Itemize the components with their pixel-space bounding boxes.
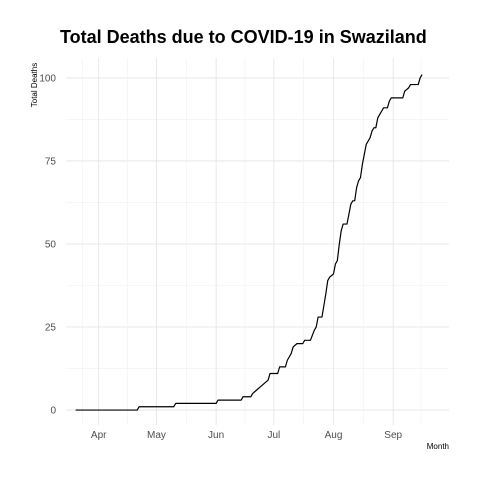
x-tick-label: Sep — [384, 430, 402, 441]
x-tick-label: Jul — [267, 430, 280, 441]
y-tick-label: 100 — [39, 73, 56, 84]
y-axis-label: Total Deaths — [30, 63, 39, 107]
x-tick-label: Aug — [325, 430, 343, 441]
x-tick-label: Jun — [208, 430, 224, 441]
x-tick-labels: Apr May Jun Jul Aug Sep — [91, 430, 403, 441]
y-tick-label: 50 — [45, 239, 57, 250]
y-tick-label: 75 — [45, 156, 57, 167]
y-tick-label: 0 — [50, 406, 56, 417]
y-tick-labels: 0 25 50 75 100 — [39, 73, 56, 416]
x-tick-label: Apr — [91, 430, 107, 441]
x-tick-label: May — [147, 430, 166, 441]
chart-title: Total Deaths due to COVID-19 in Swazilan… — [60, 27, 427, 47]
y-tick-label: 25 — [45, 323, 57, 334]
plot-grid — [66, 58, 449, 425]
x-axis-label: Month — [427, 442, 449, 451]
